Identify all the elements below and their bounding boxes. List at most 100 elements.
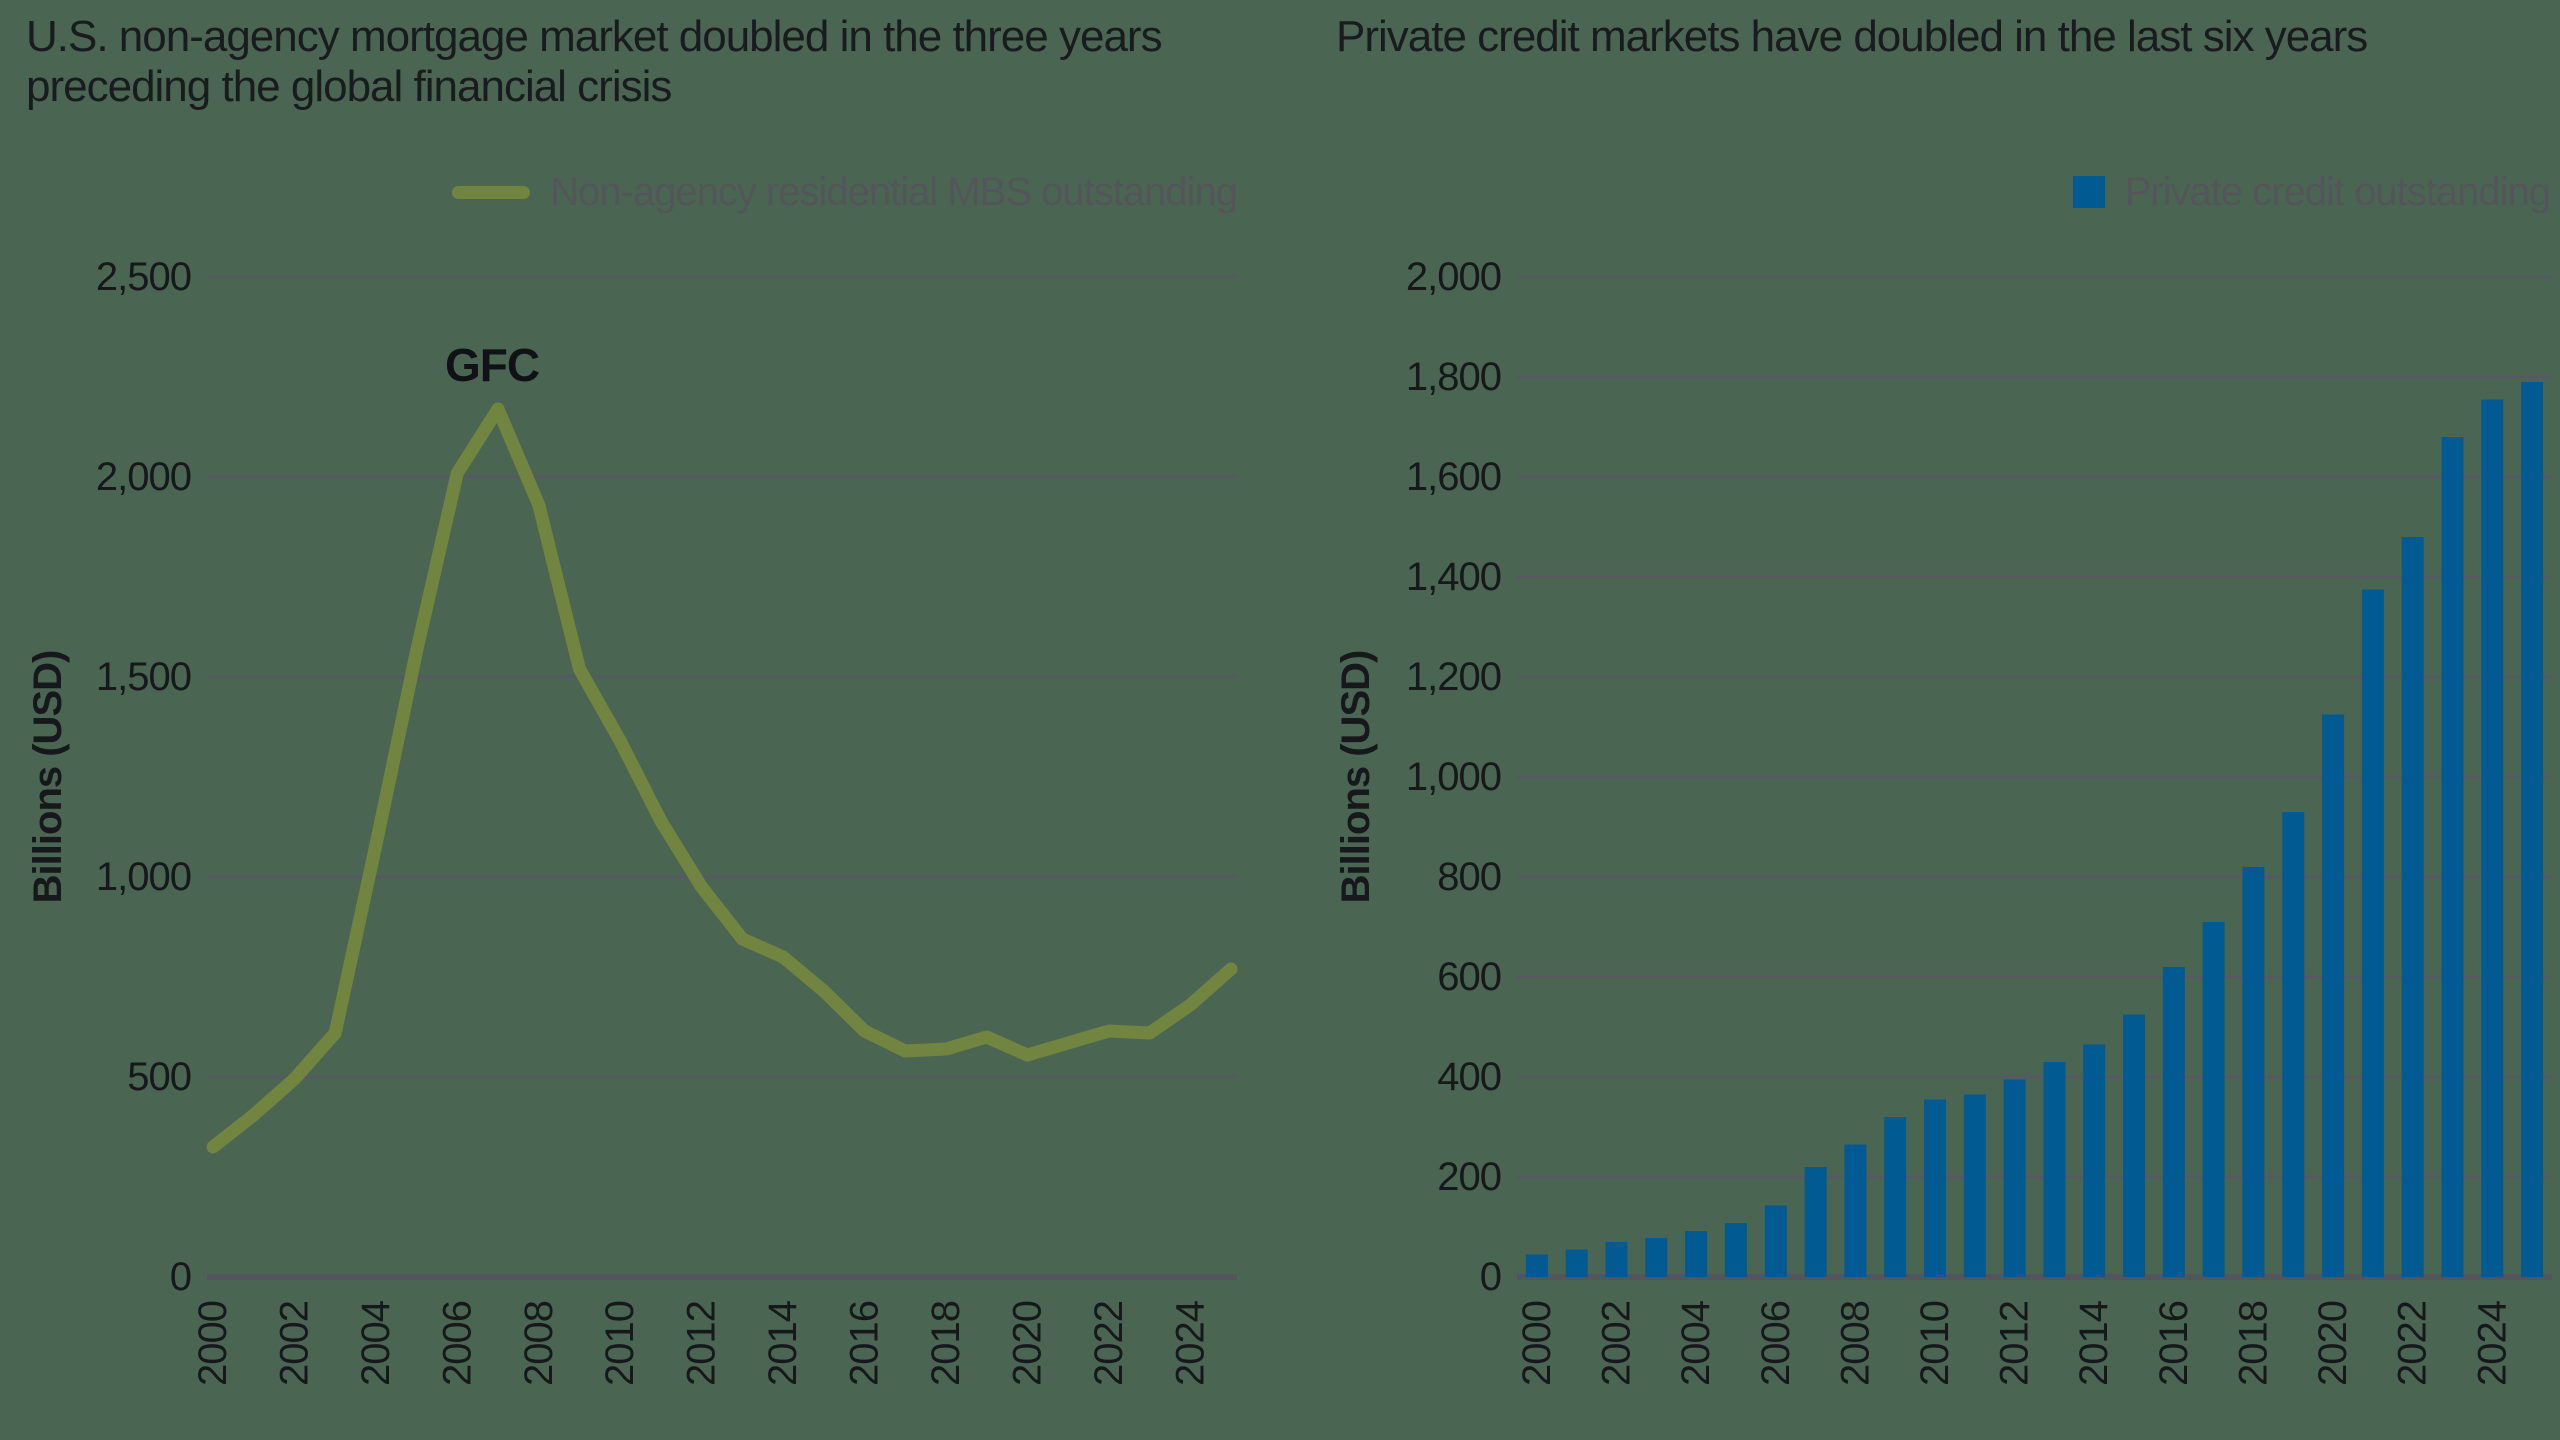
private-credit-bar — [1924, 1099, 1946, 1277]
y-tick-label: 0 — [170, 1255, 191, 1299]
y-tick-label: 2,000 — [1406, 255, 1501, 299]
x-tick-label-group: 2012 — [1993, 1301, 2037, 1386]
left-chart-title-line2: preceding the global financial crisis — [26, 62, 672, 111]
x-tick-label-group: 2014 — [2072, 1300, 2116, 1386]
y-tick-label: 0 — [1480, 1255, 1501, 1299]
private-credit-bar — [2003, 1079, 2026, 1277]
left-chart-title: U.S. non-agency mortgage market doubled … — [26, 12, 1246, 112]
x-tick-label: 2012 — [680, 1301, 724, 1386]
x-tick-label: 2022 — [2391, 1301, 2435, 1386]
private-credit-bar — [1685, 1231, 1708, 1277]
private-credit-bar — [2202, 922, 2225, 1277]
left-legend-label: Non-agency residential MBS outstanding — [550, 169, 1238, 214]
right-legend-label: Private credit outstanding — [2124, 169, 2551, 214]
y-tick-label: 1,600 — [1406, 455, 1501, 499]
x-tick-label: 2006 — [1754, 1301, 1798, 1386]
x-tick-label-group: 2004 — [354, 1300, 398, 1386]
y-tick-label: 800 — [1437, 855, 1501, 899]
x-tick-label-group: 2018 — [2231, 1301, 2275, 1386]
private-credit-bar — [1645, 1238, 1668, 1277]
left-chart: 0 500 1,000 1,500 2,000 2,500 2000 2002 2004 2006… — [26, 255, 1238, 1386]
mbs-outstanding-line — [206, 402, 1238, 1154]
x-tick-label-group: 2016 — [2152, 1301, 2196, 1386]
x-tick-label: 2008 — [1833, 1301, 1877, 1386]
x-tick-label: 2016 — [843, 1301, 887, 1386]
right-chart-title: Private credit markets have doubled in t… — [1336, 12, 2556, 62]
right-chart-title-line1: Private credit markets have doubled in t… — [1336, 12, 2368, 61]
private-credit-bar — [2322, 714, 2345, 1277]
private-credit-bar — [1605, 1242, 1628, 1277]
private-credit-bar — [2083, 1044, 2106, 1277]
private-credit-bar — [2521, 382, 2544, 1277]
x-tick-label-group: 2012 — [680, 1301, 724, 1386]
x-tick-label: 2000 — [1515, 1301, 1559, 1386]
x-tick-label: 2002 — [272, 1301, 316, 1386]
private-credit-bar — [1764, 1205, 1787, 1277]
x-tick-label-group: 2008 — [1833, 1301, 1877, 1386]
x-tick-label-group: 2002 — [1595, 1301, 1639, 1386]
x-tick-label-group: 2016 — [843, 1301, 887, 1386]
x-tick-label: 2004 — [354, 1300, 398, 1386]
x-tick-label-group: 2024 — [2470, 1300, 2514, 1386]
x-tick-label-group: 2000 — [191, 1301, 235, 1386]
x-tick-label: 2010 — [1913, 1301, 1957, 1386]
x-tick-label-group: 2020 — [1005, 1301, 1049, 1386]
y-tick-label: 1,400 — [1406, 555, 1501, 599]
private-credit-bar — [2441, 437, 2464, 1277]
x-tick-label: 2022 — [1087, 1301, 1131, 1386]
x-tick-label-group: 2024 — [1168, 1300, 1212, 1386]
y-tick-label: 1,500 — [96, 655, 191, 699]
x-tick-label-group: 2014 — [761, 1300, 805, 1386]
private-credit-bar — [1724, 1223, 1747, 1277]
private-credit-bar — [2123, 1014, 2145, 1277]
private-credit-bar — [2162, 967, 2185, 1277]
x-tick-label: 2004 — [1674, 1300, 1718, 1386]
x-tick-label-group: 2022 — [2391, 1301, 2435, 1386]
x-tick-label: 2006 — [435, 1301, 479, 1386]
y-tick-label: 600 — [1437, 955, 1501, 999]
x-tick-label: 2000 — [191, 1301, 235, 1386]
x-tick-label: 2012 — [1993, 1301, 2037, 1386]
x-tick-label: 2010 — [598, 1301, 642, 1386]
x-tick-label: 2008 — [517, 1301, 561, 1386]
x-tick-label: 2016 — [2152, 1301, 2196, 1386]
x-tick-label-group: 2018 — [924, 1301, 968, 1386]
x-tick-label: 2014 — [761, 1300, 805, 1386]
x-tick-label: 2014 — [2072, 1300, 2116, 1386]
y-axis-title: Billions (USD) — [26, 651, 70, 904]
y-tick-label: 500 — [127, 1055, 191, 1099]
y-tick-label: 2,500 — [96, 255, 191, 299]
x-tick-label: 2002 — [1595, 1301, 1639, 1386]
x-tick-label: 2020 — [2311, 1301, 2355, 1386]
left-chart-legend: Non-agency residential MBS outstanding — [452, 168, 1238, 216]
y-tick-label: 1,800 — [1406, 355, 1501, 399]
x-tick-label-group: 2010 — [1913, 1301, 1957, 1386]
y-tick-label: 200 — [1437, 1155, 1501, 1199]
private-credit-bar — [1565, 1249, 1588, 1277]
x-tick-label-group: 2008 — [517, 1301, 561, 1386]
left-chart-title-line1: U.S. non-agency mortgage market doubled … — [26, 12, 1163, 61]
x-tick-label-group: 2020 — [2311, 1301, 2355, 1386]
x-tick-label-group: 2000 — [1515, 1301, 1559, 1386]
right-chart: 0 200 400 600 800 1,000 1,200 1,400 1,600 1,800 2,… — [1334, 255, 2552, 1386]
private-credit-bar — [2043, 1062, 2066, 1277]
y-axis-title: Billions (USD) — [1334, 651, 1378, 904]
y-tick-label: 1,000 — [1406, 755, 1501, 799]
y-tick-label: 2,000 — [96, 455, 191, 499]
right-chart-legend: Private credit outstanding — [2072, 168, 2551, 216]
x-tick-label-group: 2022 — [1087, 1301, 1131, 1386]
x-tick-label: 2024 — [1168, 1300, 1212, 1386]
x-tick-label-group: 2010 — [598, 1301, 642, 1386]
gfc-annotation: GFC — [445, 339, 539, 391]
x-tick-label-group: 2006 — [435, 1301, 479, 1386]
bar-series-swatch-icon — [2072, 176, 2105, 208]
y-tick-label: 1,000 — [96, 855, 191, 899]
private-credit-bar — [2361, 589, 2384, 1277]
private-credit-bar — [2242, 867, 2265, 1277]
private-credit-bar — [1804, 1167, 1827, 1277]
y-tick-label: 400 — [1437, 1055, 1501, 1099]
y-axis-title-group: Billions (USD) — [26, 651, 70, 904]
x-tick-label-group: 2004 — [1674, 1300, 1718, 1386]
